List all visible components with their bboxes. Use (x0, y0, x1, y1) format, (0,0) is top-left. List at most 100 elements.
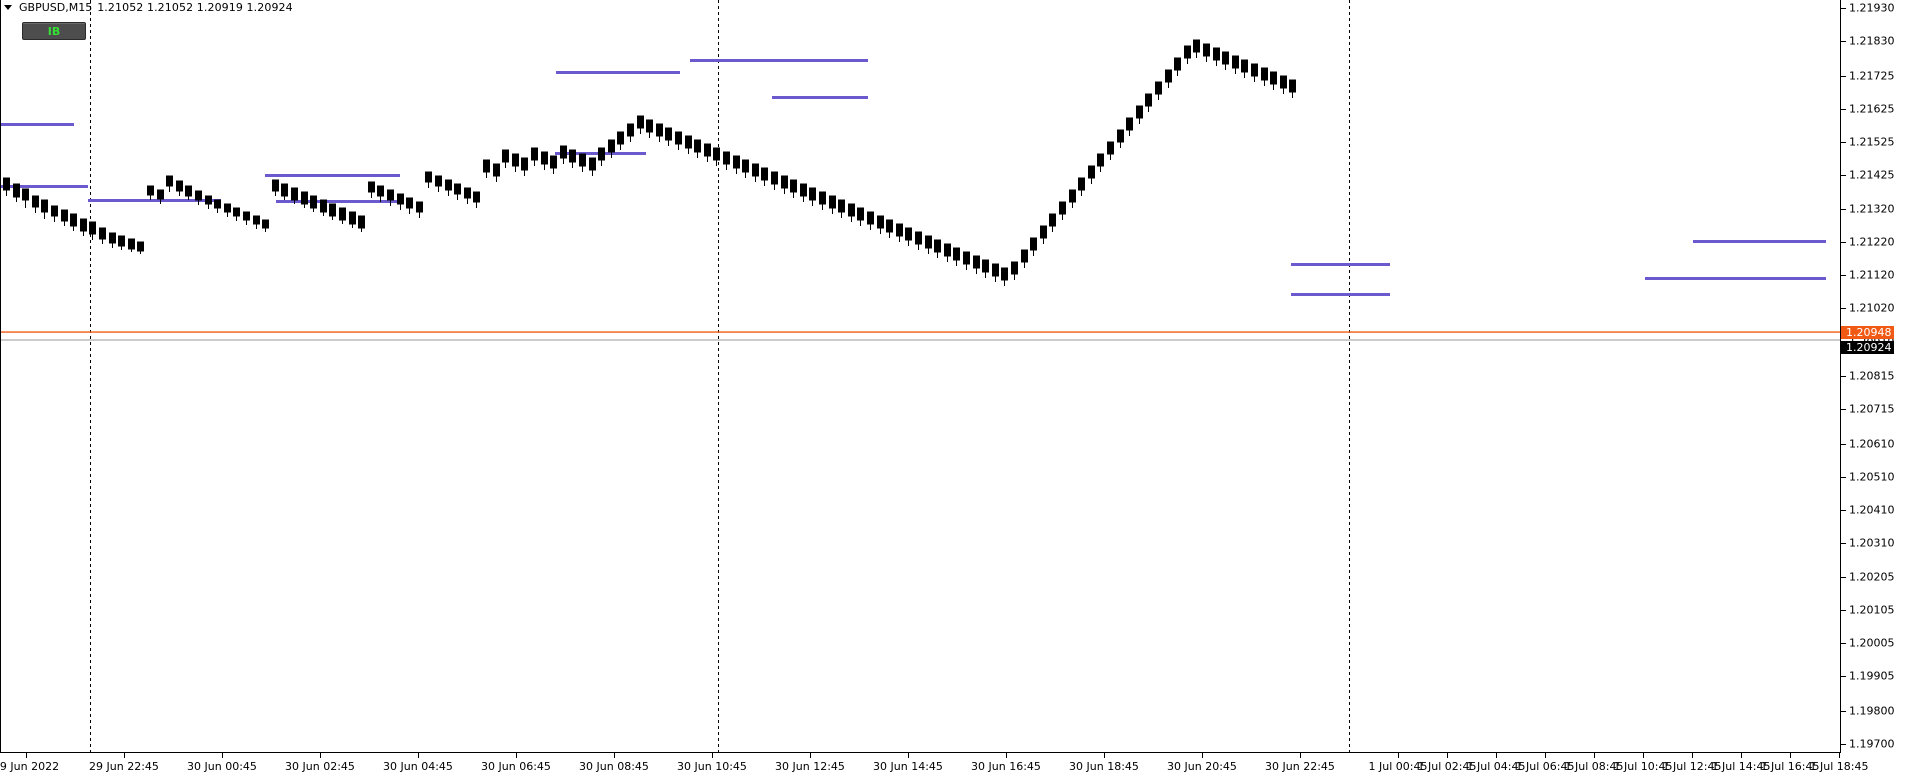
price-tick-label: 1.20005 (1849, 636, 1895, 650)
chart-left-border (0, 0, 1, 753)
price-tick (1841, 41, 1846, 42)
price-tick-label: 1.19800 (1849, 704, 1895, 718)
price-tick (1841, 610, 1846, 612)
price-tick-label: 1.20310 (1849, 536, 1895, 550)
price-tick (1841, 643, 1846, 645)
time-tick-label: 1 Jul 04:45 (1466, 760, 1526, 773)
price-axis-border (1840, 0, 1841, 753)
time-tick-label: 1 Jul 16:45 (1760, 760, 1820, 773)
ib-indicator-button[interactable]: IB (22, 22, 86, 40)
time-tick-label: 30 Jun 10:45 (677, 760, 747, 773)
time-tick (320, 753, 321, 758)
price-tick-label: 1.20815 (1849, 369, 1895, 383)
time-tick-label: 1 Jul 10:45 (1613, 760, 1673, 773)
price-tick-label: 1.21830 (1849, 34, 1895, 48)
time-tick (1300, 753, 1301, 758)
price-tick-label: 1.21625 (1849, 102, 1895, 116)
ib-button-label: IB (47, 24, 61, 38)
time-tick-label: 1 Jul 02:45 (1417, 760, 1477, 773)
time-tick (1790, 753, 1791, 758)
price-tick (1841, 242, 1846, 244)
time-tick (712, 753, 713, 758)
time-tick-label: 1 Jul 12:45 (1662, 760, 1722, 773)
price-tick-label: 1.21525 (1849, 135, 1895, 149)
price-tick-label: 1.21220 (1849, 235, 1895, 249)
price-tick (1841, 308, 1846, 310)
bid-price-tag: 1.20924 (1841, 341, 1894, 355)
time-tick (1202, 753, 1203, 758)
price-tick (1841, 174, 1846, 176)
time-tick (1496, 753, 1497, 758)
time-tick-label: 1 Jul 18:45 (1809, 760, 1869, 773)
price-tick (1841, 209, 1846, 211)
collapse-arrow-icon[interactable] (4, 4, 12, 10)
price-tick (1841, 275, 1846, 277)
price-tick-label: 1.20205 (1849, 570, 1895, 584)
time-tick (1006, 753, 1007, 758)
time-tick-label: 30 Jun 22:45 (1265, 760, 1335, 773)
price-tick (1841, 376, 1846, 377)
time-tick (26, 753, 27, 758)
time-tick-label: 30 Jun 20:45 (1167, 760, 1237, 773)
time-tick (418, 753, 419, 758)
price-tick-label: 1.20105 (1849, 603, 1895, 617)
price-tick-label: 1.21725 (1849, 69, 1895, 83)
time-axis[interactable]: 29 Jun 2022 29 Jun 22:45 30 Jun 00:45 30 Ju… (0, 753, 1868, 780)
time-tick (1839, 753, 1840, 758)
candlestick-series (3, 39, 1296, 286)
price-tick-label: 1.21320 (1849, 202, 1895, 216)
time-tick-label: 30 Jun 12:45 (775, 760, 845, 773)
time-tick-label: 30 Jun 00:45 (187, 760, 257, 773)
time-tick (810, 753, 811, 758)
time-tick-label: 1 Jul 08:45 (1564, 760, 1624, 773)
price-tick-label: 1.19905 (1849, 669, 1895, 683)
price-axis[interactable]: 1.21930 1.21830 1.21725 1.21625 1.21525 1.214… (1841, 0, 1916, 753)
support-resistance-lines (0, 59, 1826, 296)
price-tick (1841, 710, 1846, 712)
price-tick (1841, 509, 1846, 511)
price-tick-label: 1.21020 (1849, 301, 1895, 315)
chart-plot-area[interactable] (0, 0, 1840, 752)
time-axis-border (0, 752, 1841, 753)
time-tick-label: 29 Jun 2022 (0, 760, 60, 773)
time-tick-label: 29 Jun 22:45 (89, 760, 159, 773)
time-tick (908, 753, 909, 758)
price-tick (1841, 75, 1846, 77)
price-tick (1841, 141, 1846, 143)
price-tick (1841, 443, 1846, 445)
time-tick (124, 753, 125, 758)
price-tick-label: 1.20610 (1849, 437, 1895, 451)
price-tick-label: 1.20410 (1849, 503, 1895, 517)
price-tick (1841, 744, 1846, 745)
candlestick-canvas (0, 0, 1840, 752)
time-tick-label: 30 Jun 14:45 (873, 760, 943, 773)
time-tick-label: 30 Jun 18:45 (1069, 760, 1139, 773)
time-tick-label: 30 Jun 16:45 (971, 760, 1041, 773)
day-separator-lines (90, 0, 1350, 752)
time-tick-label: 1 Jul 06:45 (1515, 760, 1575, 773)
time-tick (1104, 753, 1105, 758)
time-tick (516, 753, 517, 758)
price-tick-label: 1.20715 (1849, 402, 1895, 416)
price-tick (1841, 676, 1846, 678)
chart-header: GBPUSD,M15 1.21052 1.21052 1.20919 1.209… (0, 0, 1916, 14)
price-tick (1841, 8, 1846, 9)
ask-price-tag: 1.20948 (1841, 326, 1894, 340)
price-tick-label: 1.21120 (1849, 268, 1895, 282)
time-tick (1692, 753, 1693, 758)
time-tick (1545, 753, 1546, 758)
time-tick (1594, 753, 1595, 758)
price-tick (1841, 542, 1846, 544)
time-tick (1643, 753, 1644, 758)
time-tick-label: 30 Jun 08:45 (579, 760, 649, 773)
price-tick (1841, 409, 1846, 410)
time-tick-label: 1 Jul 14:45 (1711, 760, 1771, 773)
time-tick (222, 753, 223, 758)
time-tick (1398, 753, 1399, 758)
price-tick (1841, 577, 1846, 579)
price-tick (1841, 476, 1846, 478)
price-tick (1841, 108, 1846, 110)
time-tick (1447, 753, 1448, 758)
price-tick-label: 1.20510 (1849, 470, 1895, 484)
